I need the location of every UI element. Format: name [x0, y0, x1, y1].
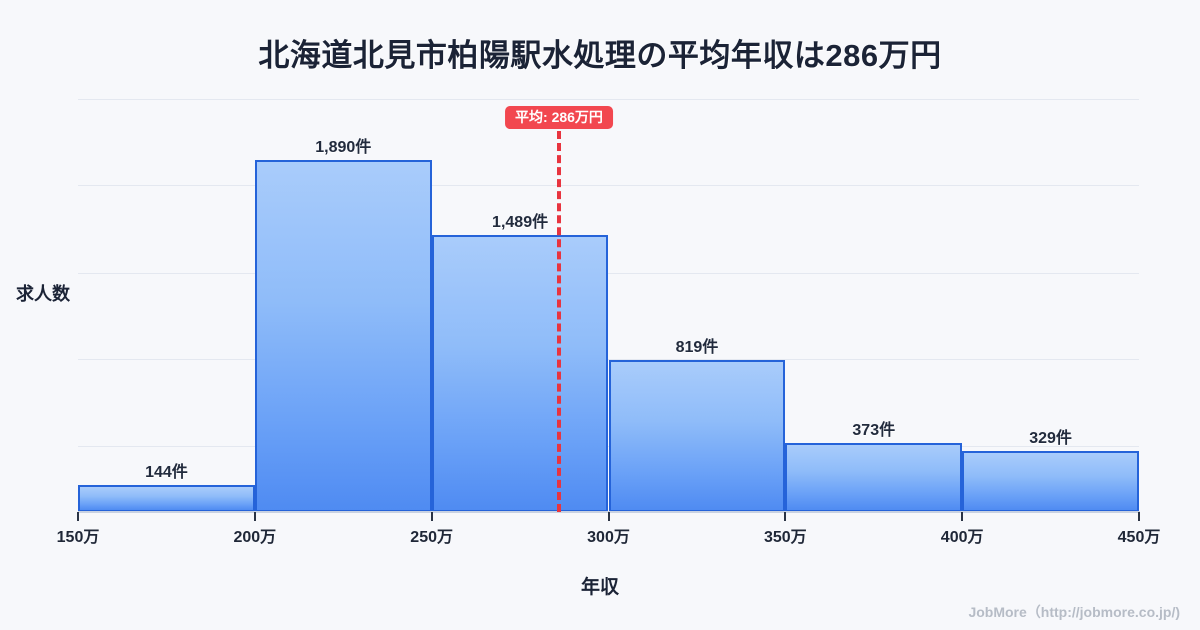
- bar[interactable]: [254, 160, 432, 512]
- x-tick-label: 300万: [587, 529, 630, 546]
- x-tick-label: 400万: [940, 529, 984, 546]
- average-badge: 平均: 286万円: [505, 106, 613, 129]
- gridline: [78, 272, 1139, 274]
- bar[interactable]: [431, 235, 609, 512]
- x-tick-label: 150万: [56, 529, 100, 546]
- bar-value-label: 819件: [675, 338, 719, 356]
- bar-value-label: 1,489件: [492, 214, 549, 232]
- x-axis-title: 年収: [580, 577, 619, 598]
- bar[interactable]: [962, 450, 1139, 512]
- x-tick-mark: [253, 512, 256, 521]
- x-tick-label: 450万: [1117, 529, 1161, 546]
- x-tick-mark: [430, 512, 433, 521]
- x-tick-mark: [961, 512, 964, 521]
- watermark: JobMore（http://jobmore.co.jp/): [968, 604, 1180, 620]
- average-line: [556, 131, 561, 512]
- page-title: 北海道北見市柏陽駅水処理の平均年収は286万円: [258, 38, 942, 73]
- x-tick-mark: [1138, 512, 1140, 521]
- y-axis-title: 求人数: [16, 284, 70, 304]
- x-tick-label: 250万: [410, 529, 454, 546]
- bar-value-label: 373件: [852, 421, 896, 439]
- x-tick-mark: [784, 512, 787, 521]
- x-tick-mark: [607, 512, 610, 521]
- bar[interactable]: [78, 485, 255, 512]
- gridline: [78, 185, 1139, 187]
- x-tick-label: 350万: [763, 529, 807, 546]
- x-tick-mark: [77, 512, 79, 521]
- plot-area: [78, 99, 1139, 512]
- bar[interactable]: [785, 442, 963, 512]
- bar-value-label: 329件: [1029, 429, 1072, 447]
- bar-value-label: 1,890件: [315, 139, 372, 157]
- gridline: [78, 99, 1139, 100]
- x-tick-label: 200万: [233, 529, 277, 546]
- bar-value-label: 144件: [145, 464, 188, 482]
- bar[interactable]: [608, 359, 786, 512]
